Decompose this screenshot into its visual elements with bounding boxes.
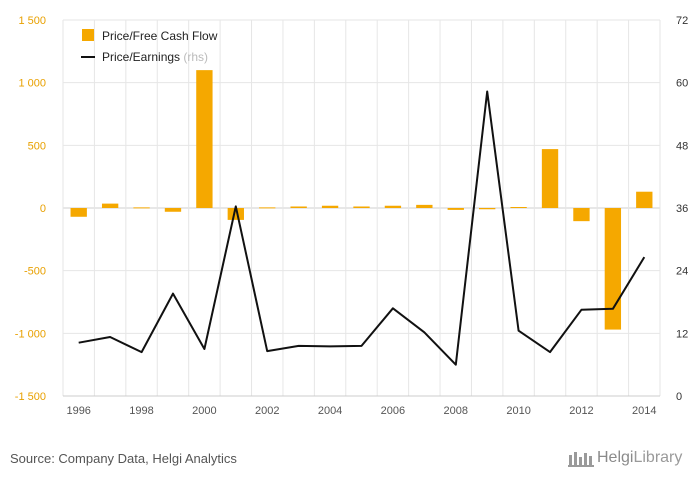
bar bbox=[541, 149, 559, 208]
y-right-tick-label: 12 bbox=[676, 328, 688, 340]
y-right-tick-label: 60 bbox=[676, 78, 688, 90]
logo-text-main: Helgi bbox=[597, 449, 634, 466]
bar bbox=[510, 206, 527, 208]
bar bbox=[196, 70, 213, 208]
y-left-tick-label: -500 bbox=[24, 266, 46, 278]
bar bbox=[227, 208, 244, 220]
bar bbox=[604, 208, 622, 330]
y-left-tick-label: 500 bbox=[28, 140, 46, 152]
legend-swatch-bar bbox=[82, 29, 94, 41]
logo-text-accent: Library bbox=[633, 449, 683, 466]
bar bbox=[479, 208, 496, 210]
x-tick-label: 2014 bbox=[632, 405, 656, 417]
y-left-tick-label: 0 bbox=[40, 203, 46, 215]
y-left-tick-label: -1 500 bbox=[15, 391, 46, 403]
x-tick-label: 2004 bbox=[318, 405, 342, 417]
y-left-tick-label: 1 500 bbox=[18, 15, 46, 27]
y-right-tick-label: 0 bbox=[676, 391, 682, 403]
bar bbox=[133, 207, 150, 209]
bar bbox=[321, 205, 339, 208]
y-right-tick-label: 24 bbox=[676, 266, 688, 278]
x-tick-label: 2002 bbox=[255, 405, 279, 417]
bar bbox=[290, 206, 307, 208]
x-tick-label: 2006 bbox=[381, 405, 405, 417]
helgi-library-logo: HelgiLibrary bbox=[568, 449, 682, 467]
bar bbox=[164, 208, 182, 212]
y-right-tick-label: 36 bbox=[676, 203, 688, 215]
legend-label-bar: Price/Free Cash Flow bbox=[102, 29, 218, 43]
bar bbox=[447, 208, 464, 210]
x-tick-label: 2010 bbox=[506, 405, 530, 417]
bar bbox=[101, 203, 119, 208]
x-tick-label: 1998 bbox=[129, 405, 153, 417]
bar bbox=[636, 191, 653, 208]
x-tick-label: 2000 bbox=[192, 405, 216, 417]
bar bbox=[384, 205, 402, 208]
x-tick-label: 1996 bbox=[66, 405, 90, 417]
bar bbox=[573, 208, 590, 222]
source-text: Source: Company Data, Helgi Analytics bbox=[10, 451, 237, 466]
library-icon bbox=[568, 452, 594, 467]
bar bbox=[70, 208, 87, 217]
bar bbox=[416, 204, 433, 208]
logo-text: HelgiLibrary bbox=[597, 449, 682, 467]
y-right-tick-label: 48 bbox=[676, 140, 688, 152]
x-tick-label: 2012 bbox=[569, 405, 593, 417]
y-left-tick-label: -1 000 bbox=[15, 328, 46, 340]
y-left-tick-label: 1 000 bbox=[18, 78, 46, 90]
bar bbox=[259, 207, 276, 209]
legend-rhs-note: (rhs) bbox=[183, 50, 208, 64]
x-tick-label: 2008 bbox=[444, 405, 468, 417]
bar bbox=[353, 206, 370, 208]
legend-label-line: Price/Earnings (rhs) bbox=[102, 50, 208, 64]
y-right-tick-label: 72 bbox=[676, 15, 688, 27]
